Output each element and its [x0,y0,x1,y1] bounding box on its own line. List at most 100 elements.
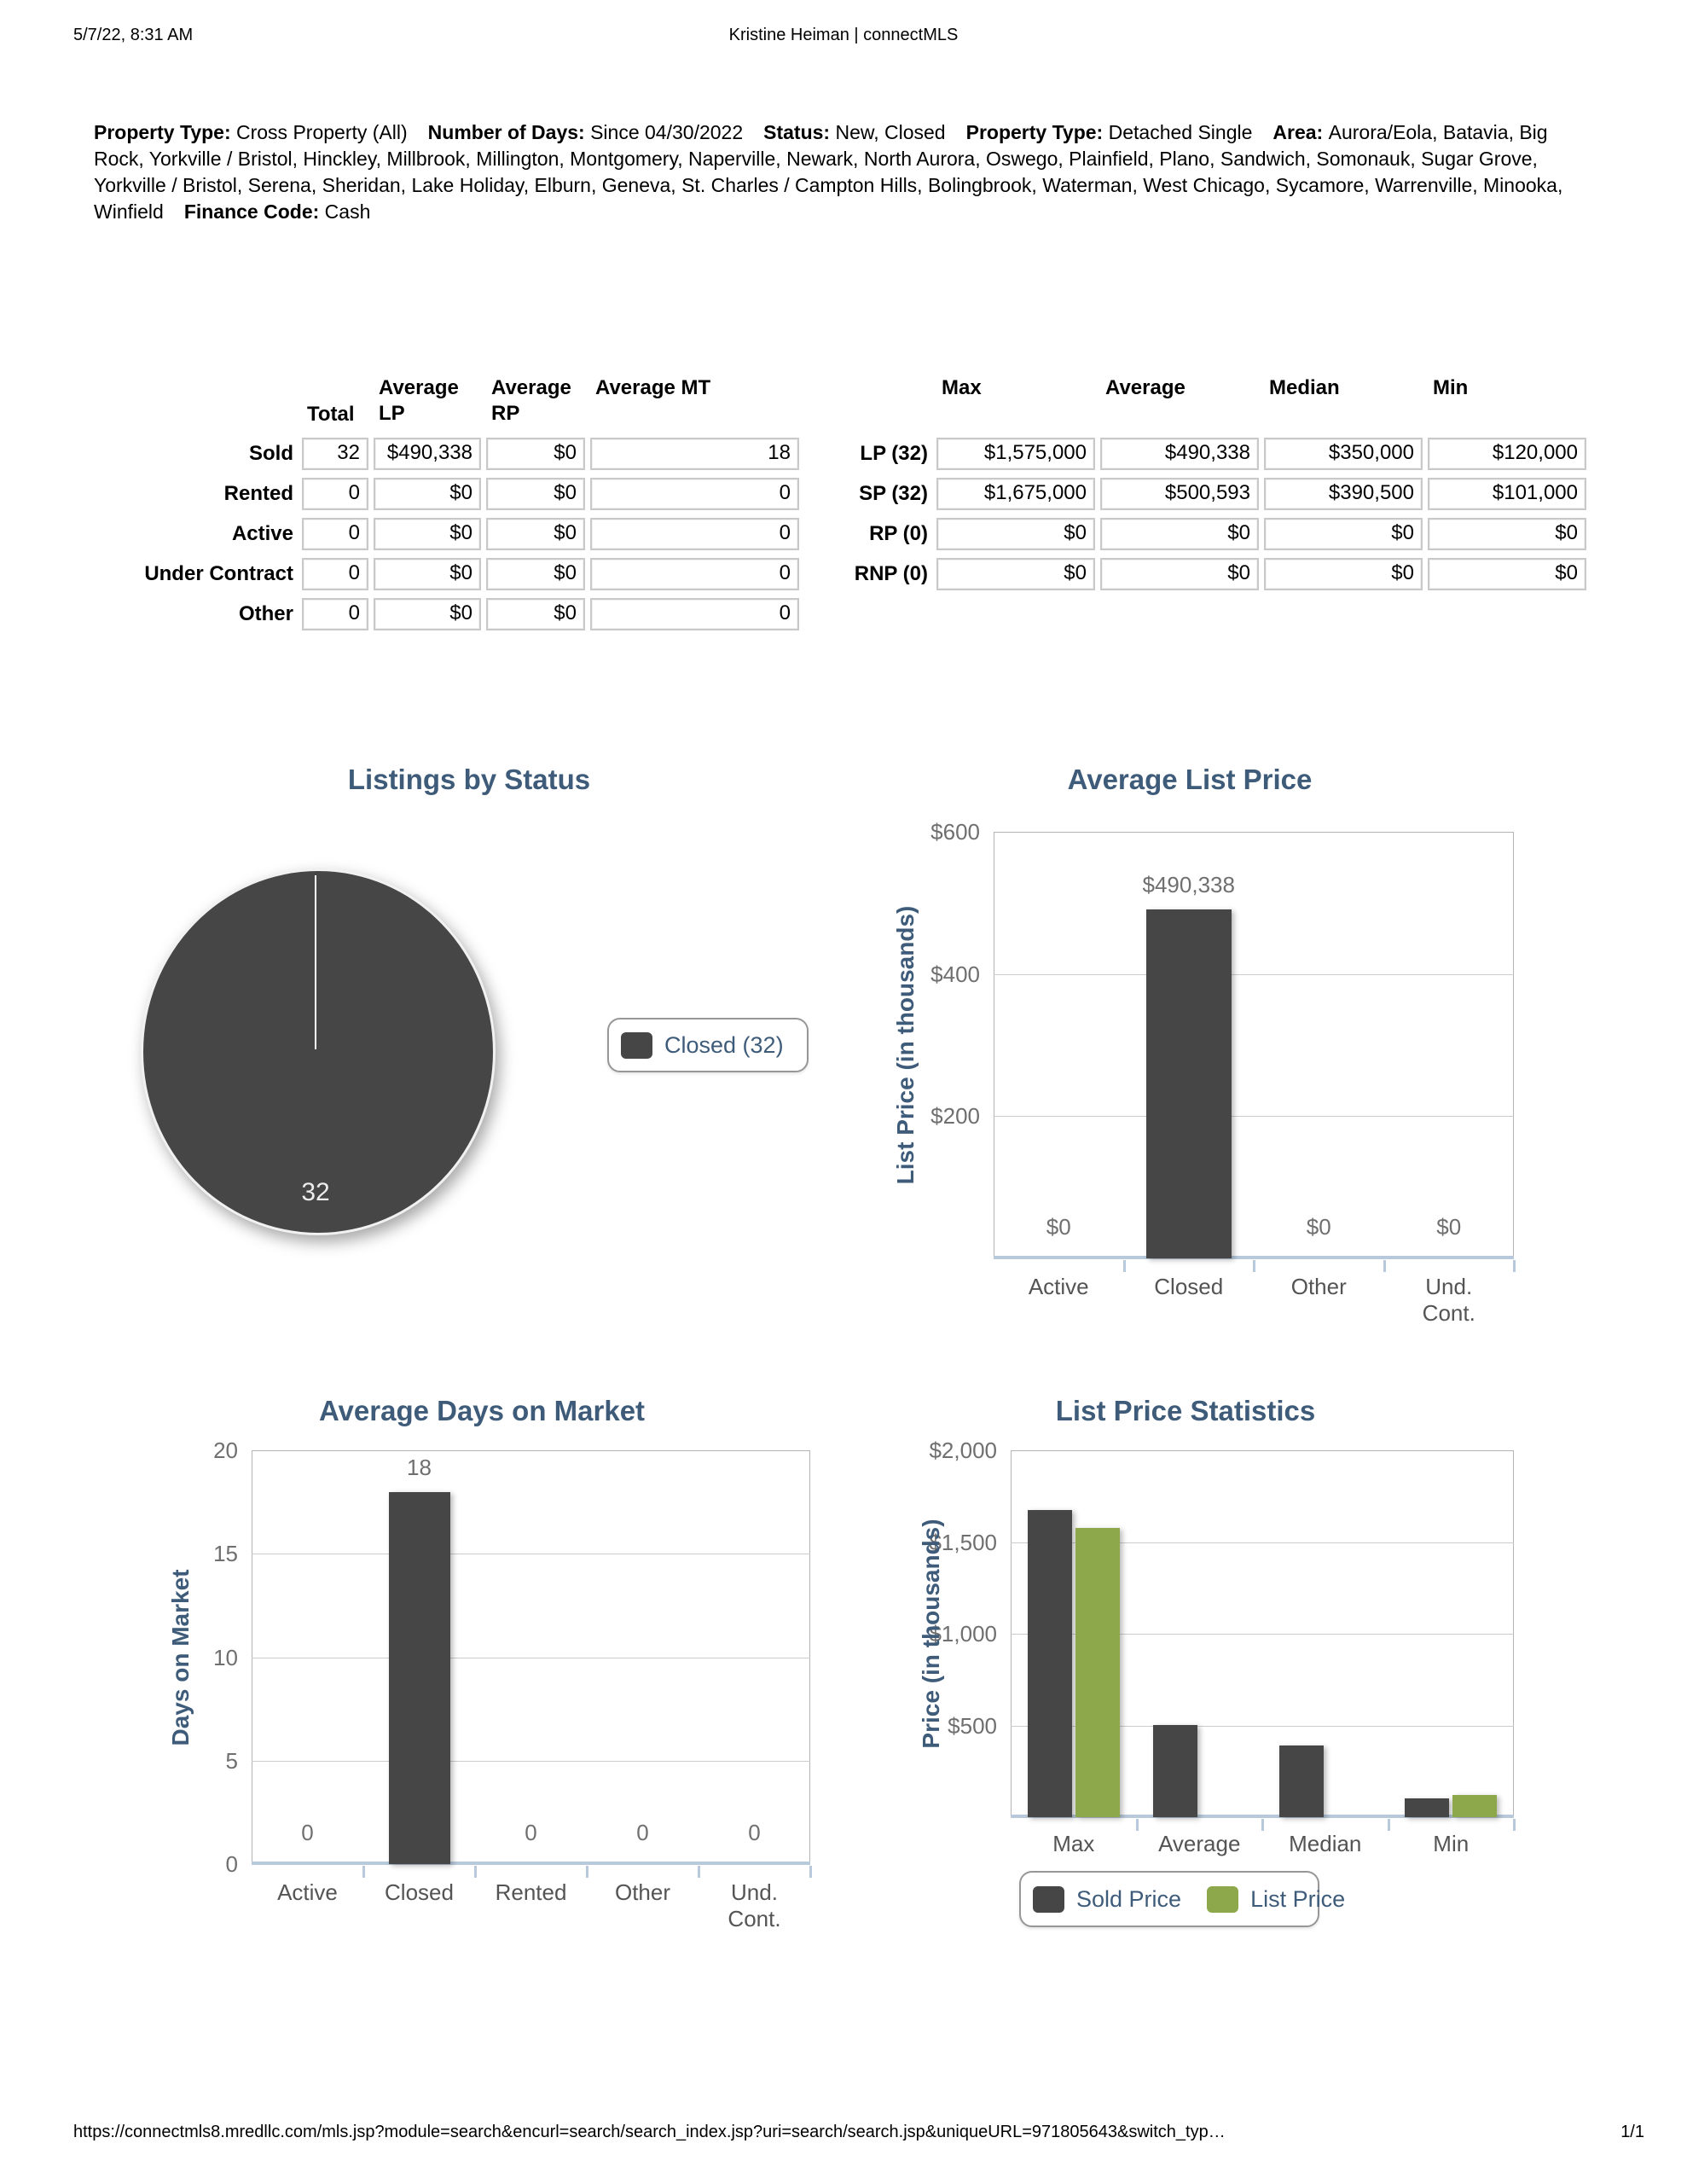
chart-legend: Sold Price List Price [1019,1871,1345,1927]
y-tick-label: $400 [930,961,980,987]
table-cell: $0 [374,598,481,630]
column-header: Median [1269,376,1340,399]
row-label: RP (0) [869,522,928,545]
table-cell: $390,500 [1264,478,1423,510]
x-axis-tick [586,1866,588,1878]
row-label: Rented [223,482,293,505]
footer-url: https://connectmls8.mredllc.com/mls.jsp?… [73,2123,1226,2141]
bar-value-label: 0 [636,1820,649,1845]
table-cell: $0 [374,558,481,590]
criteria-value: Cross Property (All) [236,121,408,143]
y-tick-label: $600 [930,819,980,845]
x-axis-tick [362,1866,365,1878]
x-axis-tick [1513,1819,1516,1831]
chart-title: List Price Statistics [1055,1395,1316,1426]
x-axis-tick [1135,1819,1139,1831]
table-cell: $0 [374,478,481,510]
category-label: Active [1028,1274,1089,1299]
corner-spacer [810,375,931,430]
table-cell: 0 [590,518,799,550]
bar [1405,1798,1450,1817]
y-tick-label: $2,000 [929,1438,997,1463]
legend-swatch [1207,1885,1239,1913]
corner-spacer [94,375,297,430]
legend-label: Closed (32) [664,1031,784,1058]
table-cell: $0 [486,478,585,510]
table-cell: $490,338 [1100,438,1259,470]
gridline [1011,1542,1514,1543]
criteria-label: Property Type: [94,121,236,143]
category-label: Median [1289,1831,1362,1856]
category-label: Active [277,1879,338,1905]
row-label: Under Contract [144,562,293,585]
y-axis-label: List Price (in thousands) [892,905,919,1185]
chart-title: Average List Price [1067,764,1313,795]
category-label: Min [1433,1831,1470,1856]
category-label: Average [1158,1831,1241,1856]
bar-value-label: 0 [748,1820,761,1845]
table-cell: $0 [486,438,585,470]
footer-page-number: 1/1 [1620,2123,1644,2141]
chart-title: Listings by Status [347,764,591,795]
legend-label: List Price [1250,1885,1346,1912]
criteria-value: Since 04/30/2022 [590,121,744,143]
status-summary-table: Total Average LP Average RP Average MT Sold 3… [94,375,799,630]
legend-item: List Price [1207,1885,1346,1913]
chart-average-days-on-market: Average Days on Market 20 15 10 5 0 0 18 0 0 0 Acti… [85,1348,853,1996]
chart-average-list-price: Average List Price $600 $400 $200 $0 $490,338… [853,751,1603,1348]
table-cell: $101,000 [1428,478,1586,510]
x-axis-line [252,1862,810,1865]
y-tick-label: $500 [948,1712,997,1739]
bar-value-label: $0 [1436,1214,1462,1240]
column-header: Average [1105,376,1186,399]
legend-label: Sold Price [1076,1885,1182,1912]
bar [1145,909,1232,1258]
y-axis-label: Days on Market [167,1569,194,1745]
legend-swatch [1033,1885,1064,1913]
table-cell: 0 [590,478,799,510]
pie-value-label: 32 [301,1178,330,1206]
column-header: Average LP [379,376,459,425]
table-cell: $0 [486,558,585,590]
table-cell: $350,000 [1264,438,1423,470]
category-label: Und. Cont. [728,1879,781,1931]
legend-swatch [621,1031,652,1059]
y-tick-label: $1,000 [929,1621,997,1647]
gridline [994,973,1514,975]
bar [1153,1725,1198,1817]
criteria-value: Aurora/Eola, Batavia, Big Rock, Yorkvill… [94,121,1563,223]
legend-item: Closed (32) [621,1031,784,1059]
table-cell: $0 [1100,558,1259,590]
table-cell: $0 [936,518,1095,550]
table-cell: $500,593 [1100,478,1259,510]
row-label: Sold [249,442,293,465]
bar-value-label: 0 [525,1820,537,1845]
column-header: Max [942,376,982,399]
table-cell: $1,575,000 [936,438,1095,470]
row-label: LP (32) [860,442,928,465]
bar [388,1491,450,1864]
table-cell: $0 [1264,558,1423,590]
category-label: Other [614,1879,671,1905]
bar-value-label: 18 [407,1454,432,1480]
table-cell: $0 [936,558,1095,590]
y-tick-label: 5 [225,1747,238,1774]
bar-value-label: 0 [301,1820,314,1845]
pie [141,868,496,1235]
gridline [994,1116,1514,1118]
criteria-value: New, Closed [835,121,946,143]
chart-legend: Closed (32) [607,1018,809,1072]
chart-title: Average Days on Market [318,1395,646,1426]
legend-item: Sold Price [1033,1885,1182,1913]
y-tick-label: 10 [213,1644,238,1670]
chart-listings-by-status: Listings by Status 32 Closed (32) [94,751,853,1348]
bar-value-label: $0 [1306,1214,1331,1240]
x-axis-tick [1253,1260,1255,1272]
table-cell: $120,000 [1428,438,1586,470]
criteria-label: Property Type: [965,121,1109,143]
criteria-label: Area: [1272,121,1329,143]
column-header: Min [1433,376,1469,399]
column-header: Average MT [595,376,711,399]
chart-list-price-statistics: List Price Statistics $2,000 $1,500 $1,000 $… [853,1348,1603,1996]
bar-value-label: $0 [1046,1214,1071,1240]
